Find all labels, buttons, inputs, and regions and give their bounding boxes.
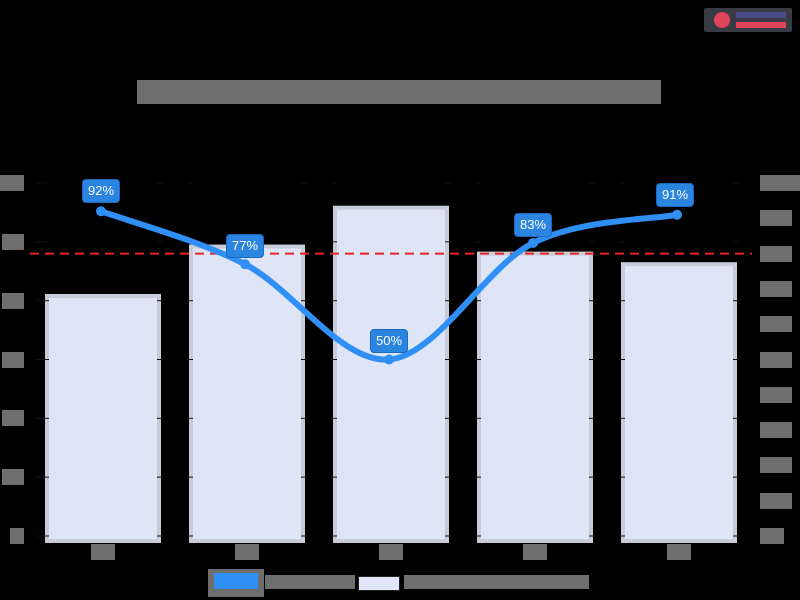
left-axis-label [0, 175, 24, 191]
logo-icon [714, 12, 730, 28]
legend-line-swatch[interactable] [208, 569, 264, 597]
data-label: 91% [655, 182, 695, 207]
line-point[interactable] [240, 259, 250, 270]
legend-bar-swatch[interactable] [358, 576, 400, 591]
bar[interactable] [189, 244, 305, 543]
line-point[interactable] [672, 209, 682, 220]
chart-title [137, 80, 661, 104]
left-axis-label [2, 469, 24, 486]
x-axis-label [379, 544, 403, 560]
data-label: 92% [81, 179, 121, 204]
line-point[interactable] [384, 354, 394, 365]
right-axis-label [760, 175, 800, 191]
right-axis-label [760, 457, 792, 474]
data-label: 50% [369, 328, 409, 353]
right-axis-label [760, 316, 792, 333]
right-axis-label [760, 210, 792, 227]
right-axis-label [760, 280, 792, 297]
right-axis-label [760, 528, 784, 544]
left-axis-label [2, 410, 24, 427]
bar[interactable] [621, 262, 737, 543]
right-axis-label [760, 492, 792, 509]
x-axis-label [523, 544, 547, 560]
line-point[interactable] [96, 206, 106, 217]
line-point[interactable] [528, 238, 538, 249]
left-axis-label [2, 292, 24, 309]
logo-text-top [736, 12, 786, 18]
right-axis-label [760, 245, 792, 262]
left-axis-label [2, 351, 24, 368]
bar[interactable] [333, 205, 449, 544]
legend-line-label[interactable] [265, 575, 355, 589]
bar[interactable] [477, 251, 593, 543]
right-axis-label [760, 422, 792, 439]
x-axis-label [235, 544, 259, 560]
brand-logo [704, 8, 792, 32]
data-label: 77% [225, 234, 265, 259]
right-axis-label [760, 386, 792, 403]
x-axis-label [667, 544, 691, 560]
logo-text-bottom [736, 22, 786, 28]
data-label: 83% [513, 213, 553, 237]
x-axis-label [91, 544, 115, 560]
bar[interactable] [45, 293, 161, 543]
left-axis-label [2, 233, 24, 250]
legend-bar-label[interactable] [404, 575, 589, 589]
right-axis-label [760, 351, 792, 368]
left-axis-label [10, 528, 24, 544]
